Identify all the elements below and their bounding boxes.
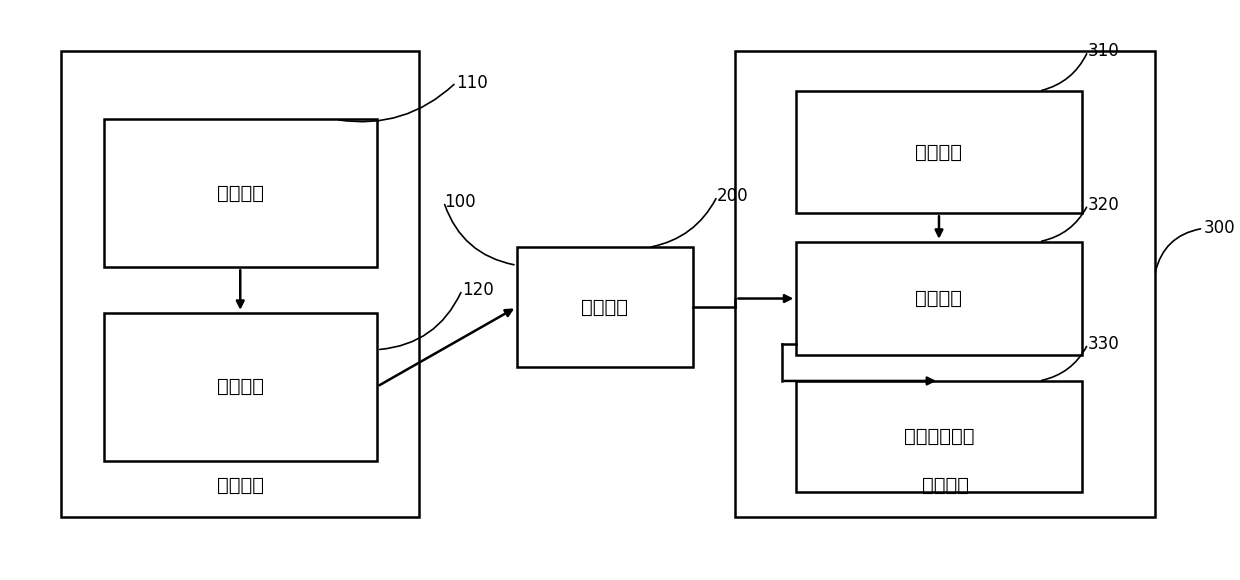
Text: 100: 100 (444, 193, 475, 211)
Bar (61, 51, 419, 517)
Text: 330: 330 (1087, 335, 1120, 353)
Text: 控制模块: 控制模块 (921, 476, 968, 495)
Text: 300: 300 (1203, 219, 1235, 237)
Bar (103, 313, 377, 461)
Text: 工艺结束单元: 工艺结束单元 (904, 427, 975, 446)
Bar (796, 242, 1081, 356)
Bar (796, 91, 1081, 213)
Text: 计算单元: 计算单元 (217, 377, 264, 396)
Bar (735, 51, 1154, 517)
Text: 110: 110 (456, 74, 487, 92)
Text: 200: 200 (717, 187, 749, 205)
Bar (103, 119, 377, 267)
Text: 320: 320 (1087, 195, 1120, 214)
Bar (796, 381, 1081, 492)
Text: 比较模块: 比较模块 (582, 298, 629, 317)
Text: 计算模块: 计算模块 (217, 476, 264, 495)
Bar (517, 247, 693, 367)
Text: 判断单元: 判断单元 (915, 143, 962, 162)
Text: 监测单元: 监测单元 (217, 184, 264, 203)
Text: 310: 310 (1087, 42, 1120, 60)
Text: 取片单元: 取片单元 (915, 289, 962, 308)
Text: 120: 120 (463, 281, 494, 299)
